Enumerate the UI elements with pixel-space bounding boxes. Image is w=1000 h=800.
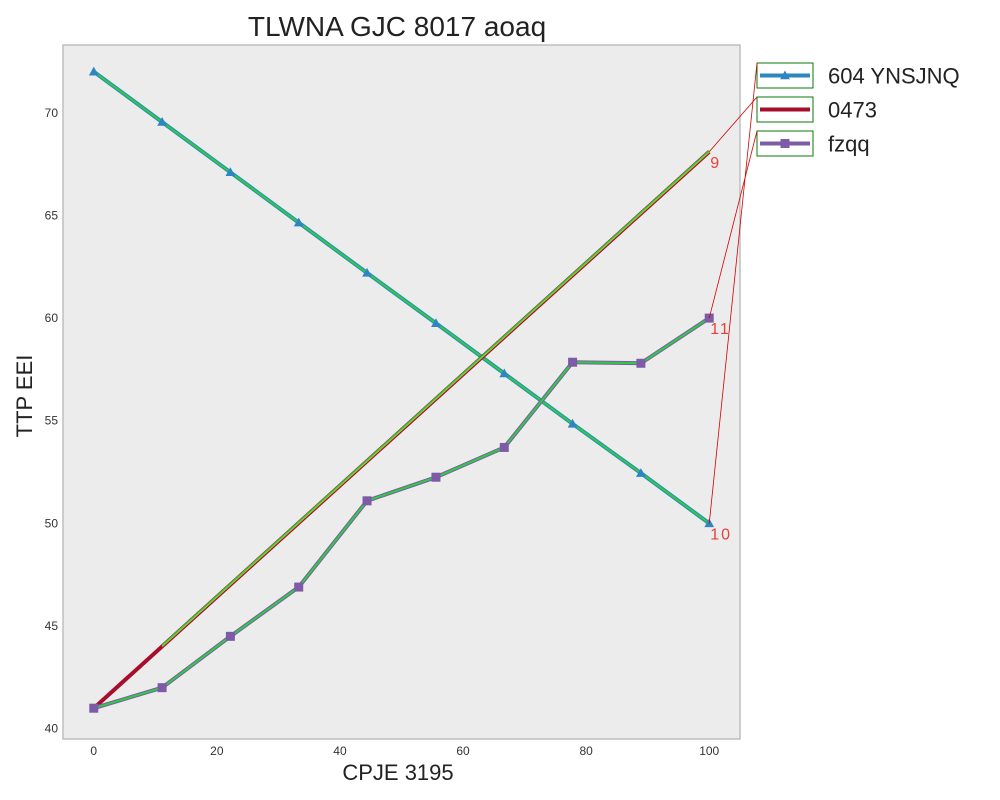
data-point-marker [88, 66, 99, 76]
legend-entry: fzqq [756, 130, 870, 157]
x-tick-label: 40 [333, 744, 347, 758]
annotation-label: 9 [710, 155, 721, 172]
series-highlight [161, 151, 710, 648]
data-point-marker [293, 217, 304, 227]
legend-entry: 604 YNSJNQ [756, 62, 960, 89]
data-point-marker [568, 357, 578, 367]
legend-label: 0473 [828, 98, 877, 123]
data-point-marker [499, 368, 510, 378]
y-tick-label: 40 [45, 722, 59, 736]
x-ticks: 0 20 40 60 80 100 [90, 744, 719, 758]
data-point-marker [636, 358, 646, 368]
data-point-marker [780, 139, 790, 148]
series-highlight [93, 70, 710, 525]
x-tick-label: 0 [90, 744, 97, 758]
x-tick-label: 100 [699, 744, 719, 758]
data-point-marker [157, 116, 167, 126]
x-axis-label: CPJE 3195 [342, 760, 453, 785]
y-axis-label: TTP EEI [12, 355, 37, 438]
y-ticks: 40 45 50 55 60 65 70 [45, 106, 59, 736]
data-point-marker [499, 442, 509, 452]
annotation-leader-line [708, 62, 758, 524]
series-604-ynsjnq [88, 66, 715, 528]
data-point-marker [362, 496, 372, 506]
legend-label: fzqq [828, 132, 870, 157]
x-tick-label: 80 [579, 744, 593, 758]
y-tick-label: 65 [45, 208, 59, 222]
legend-label: 604 YNSJNQ [828, 64, 960, 89]
series-highlight [93, 317, 710, 710]
x-tick-label: 20 [210, 744, 224, 758]
series-layer [88, 66, 715, 713]
data-point-marker [157, 683, 167, 693]
data-point-marker [362, 267, 372, 277]
data-point-marker [89, 703, 99, 713]
series-highlight [161, 150, 710, 646]
data-point-marker [225, 631, 235, 641]
data-point-marker [431, 318, 441, 327]
data-point-marker [225, 167, 236, 177]
series-fzqq [89, 313, 714, 713]
legend: 604 YNSJNQ 0473 fzqq [756, 62, 960, 157]
data-point-marker [294, 582, 304, 592]
chart-title: TLWNA GJC 8017 aoaq [248, 11, 546, 42]
y-tick-label: 60 [45, 311, 59, 325]
x-tick-label: 60 [456, 744, 470, 758]
legend-entry: 0473 [756, 96, 877, 123]
annotation-leader-line [708, 130, 758, 319]
data-point-marker [780, 70, 790, 80]
annotation-layer: 9 11 10 [708, 62, 758, 543]
y-tick-label: 50 [45, 516, 59, 530]
data-point-marker [636, 468, 646, 477]
y-tick-label: 55 [45, 414, 59, 428]
y-tick-label: 45 [45, 619, 59, 633]
series-0473 [92, 150, 711, 710]
plot-background [62, 44, 741, 740]
y-tick-label: 70 [45, 106, 59, 120]
data-point-marker [431, 472, 441, 482]
annotation-leader-line [708, 96, 758, 153]
annotation-label: 10 [710, 526, 732, 543]
annotation-label: 11 [710, 321, 731, 338]
data-point-marker [567, 418, 578, 428]
